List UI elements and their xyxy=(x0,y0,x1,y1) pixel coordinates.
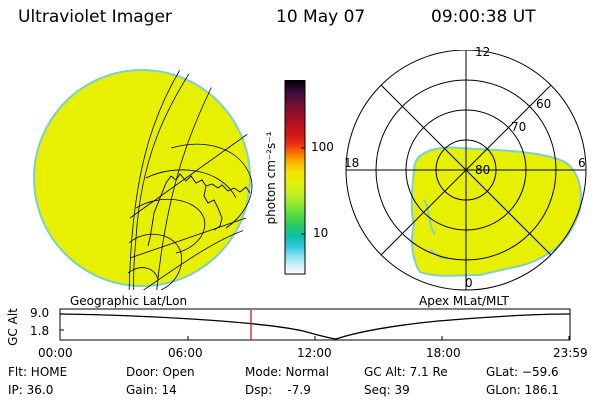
time-label: 09:00:38 UT xyxy=(431,7,536,27)
altitude-plot-ticks xyxy=(59,313,570,340)
altitude-plot xyxy=(59,308,571,341)
colorbar-tick-10-label: 10 xyxy=(313,226,329,240)
altitude-axis-label: GC Alt xyxy=(6,308,20,346)
time-tick-0600: 06:00 xyxy=(168,346,203,360)
dsp-info: Dsp: -7.9 xyxy=(245,383,311,397)
date-label: 10 May 07 xyxy=(276,7,366,27)
door-info: Door: Open xyxy=(126,365,195,379)
mode-info: Mode: Normal xyxy=(245,365,329,379)
graticule xyxy=(127,68,256,290)
ring-label-70: 70 xyxy=(511,120,527,134)
altitude-tick-top: 9.0 xyxy=(30,306,50,320)
ip-info: IP: 36.0 xyxy=(8,383,54,397)
ring-label-60: 60 xyxy=(536,97,552,111)
altitude-tick-bottom: 1.8 xyxy=(30,324,50,338)
polar-spokes xyxy=(346,50,586,290)
geographic-projection-label: Geographic Lat/Lon xyxy=(70,294,188,308)
ring-label-80: 80 xyxy=(475,163,491,177)
mlt-label-18: 18 xyxy=(344,156,360,170)
time-tick-1200: 12:00 xyxy=(297,346,332,360)
altitude-curve xyxy=(59,313,571,340)
time-tick-0000: 00:00 xyxy=(38,346,73,360)
coastline xyxy=(147,173,251,247)
apex-projection-label: Apex MLat/MLT xyxy=(419,294,509,308)
mlt-label-12: 12 xyxy=(475,45,491,59)
gain-info: Gain: 14 xyxy=(126,383,177,397)
geographic-image xyxy=(33,68,256,290)
mlt-label-0: 0 xyxy=(465,276,473,290)
glat-info: GLat: −59.6 xyxy=(486,365,559,379)
colorbar-tick-100-label: 100 xyxy=(311,140,334,154)
altitude-plot-frame xyxy=(59,308,571,341)
colorbar xyxy=(284,80,306,275)
time-tick-2359: 23:59 xyxy=(553,346,588,360)
mlt-label-6: 6 xyxy=(578,156,586,170)
earth-disk xyxy=(33,69,251,287)
seq-info: Seq: 39 xyxy=(364,383,410,397)
colorbar-gradient xyxy=(284,80,306,275)
instrument-title: Ultraviolet Imager xyxy=(18,7,172,27)
colorbar-unit-label: photon cm⁻²s⁻¹ xyxy=(264,131,278,225)
glon-info: GLon: 186.1 xyxy=(486,383,559,397)
flight-info: Flt: HOME xyxy=(8,365,68,379)
time-tick-1800: 18:00 xyxy=(426,346,461,360)
polar-plot xyxy=(345,50,587,291)
gc-alt-info: GC Alt: 7.1 Re xyxy=(364,365,448,379)
